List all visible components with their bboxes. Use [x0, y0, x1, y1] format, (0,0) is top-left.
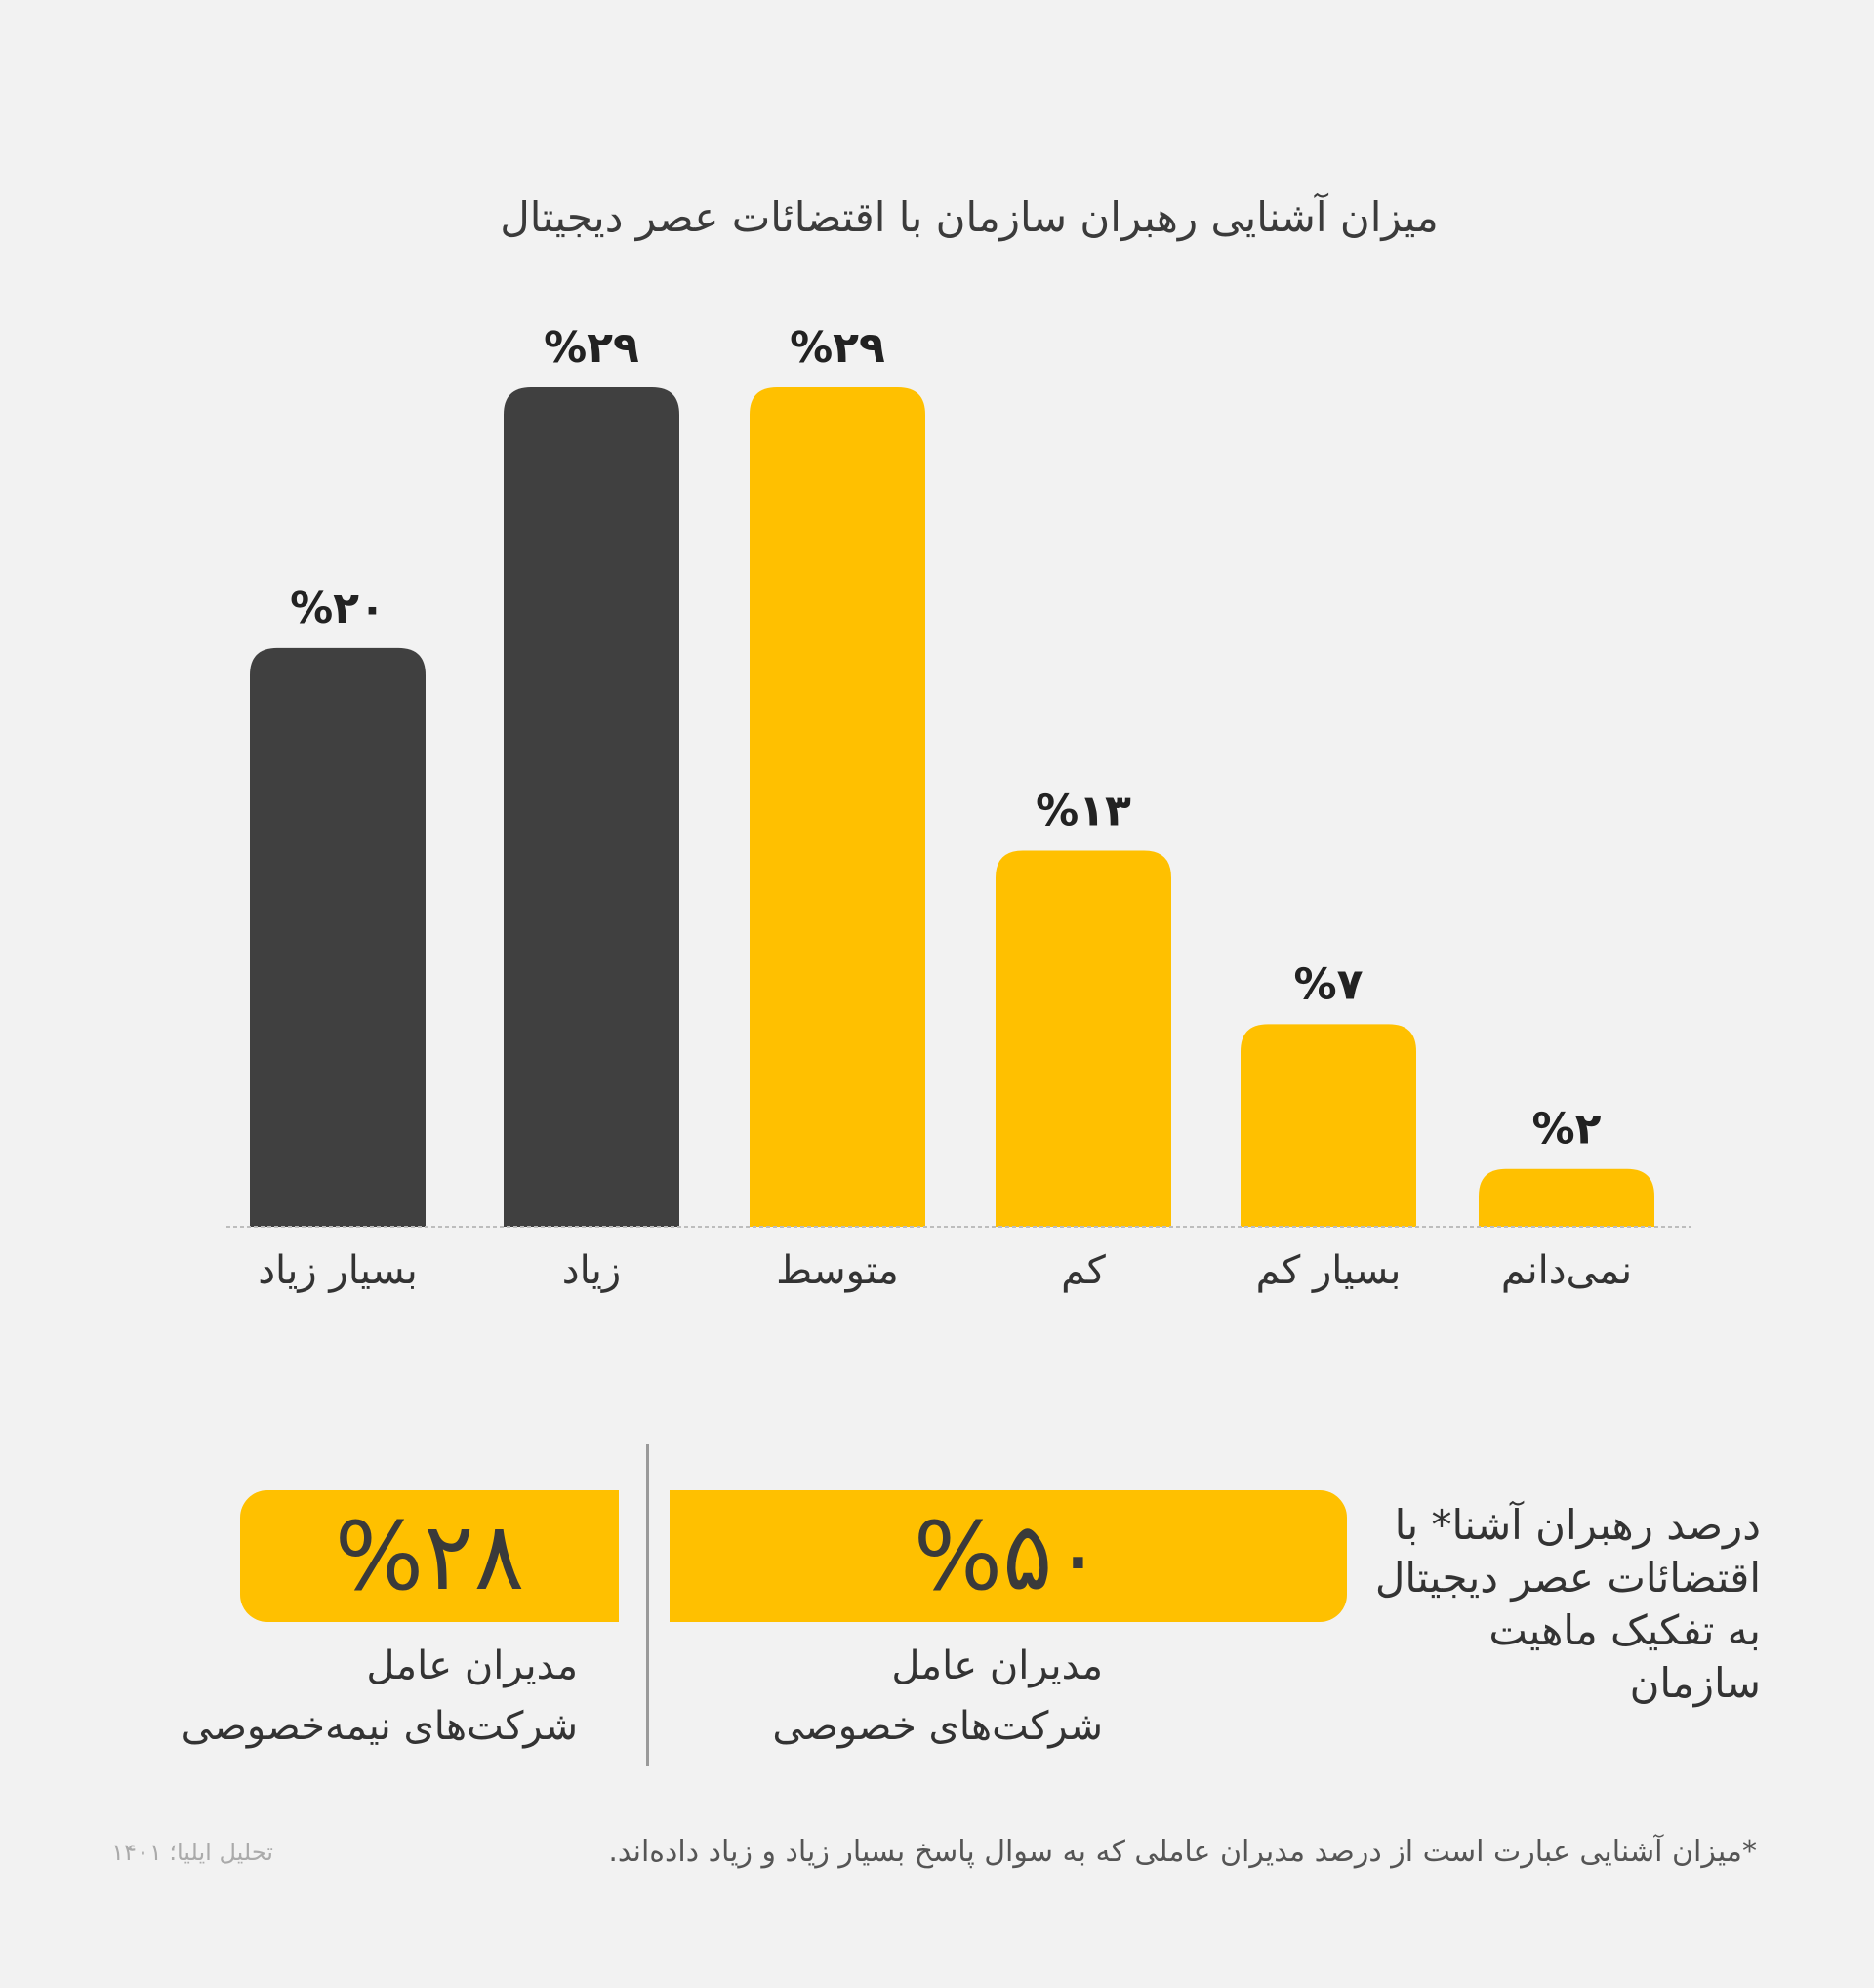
category-label-6: نمی‌دانم [1501, 1248, 1632, 1293]
semi-private-label-line2: شرکت‌های نیمه‌خصوصی [181, 1704, 578, 1749]
category-label-2: زیاد [562, 1248, 621, 1293]
value-label-4: %۱۳ [1036, 786, 1131, 835]
chart-title: میزان آشنایی رهبران سازمان با اقتضائات ع… [500, 193, 1439, 241]
semi-private-value: %۲۸ [334, 1501, 525, 1611]
private-label-line2: شرکت‌های خصوصی [772, 1704, 1103, 1749]
bar-4 [996, 850, 1171, 1227]
bar-2 [504, 387, 679, 1227]
summary-note: درصد رهبران آشنا* با اقتضائات عصر دیجیتا… [1374, 1501, 1761, 1707]
bar-3 [750, 387, 925, 1227]
value-label-2: %۲۹ [544, 323, 639, 373]
category-label-3: متوسط [776, 1248, 899, 1293]
private-label: مدیران عامل شرکت‌های خصوصی [664, 1636, 1103, 1757]
footnote: *میزان آشنایی عبارت است از درصد مدیران ع… [608, 1835, 1757, 1869]
category-label-5: بسیار کم [1256, 1248, 1402, 1293]
value-label-6: %۲ [1532, 1105, 1602, 1155]
bar-5 [1241, 1024, 1416, 1227]
category-label-4: کم [1061, 1248, 1107, 1293]
bar-chart: %۲۰ بسیار زیاد %۲۹ زیاد %۲۹ متوسط %۱۳ کم %۷ بسیار… [226, 323, 1691, 1293]
private-value-pill: %۵۰ [670, 1490, 1347, 1622]
semi-private-label: مدیران عامل شرکت‌های نیمه‌خصوصی [98, 1636, 578, 1757]
value-label-1: %۲۰ [290, 584, 386, 633]
bar-6 [1479, 1168, 1654, 1227]
value-label-3: %۲۹ [790, 323, 885, 373]
private-label-line1: مدیران عامل [891, 1643, 1103, 1688]
source-credit: تحلیل ایلیا؛ ۱۴۰۱ [111, 1839, 273, 1866]
group-divider [646, 1444, 649, 1766]
value-label-5: %۷ [1294, 959, 1364, 1009]
semi-private-label-line1: مدیران عامل [366, 1643, 578, 1688]
bar-1 [250, 647, 426, 1227]
private-value: %۵۰ [913, 1501, 1104, 1611]
category-label-1: بسیار زیاد [258, 1248, 418, 1293]
semi-private-value-pill: %۲۸ [240, 1490, 619, 1622]
